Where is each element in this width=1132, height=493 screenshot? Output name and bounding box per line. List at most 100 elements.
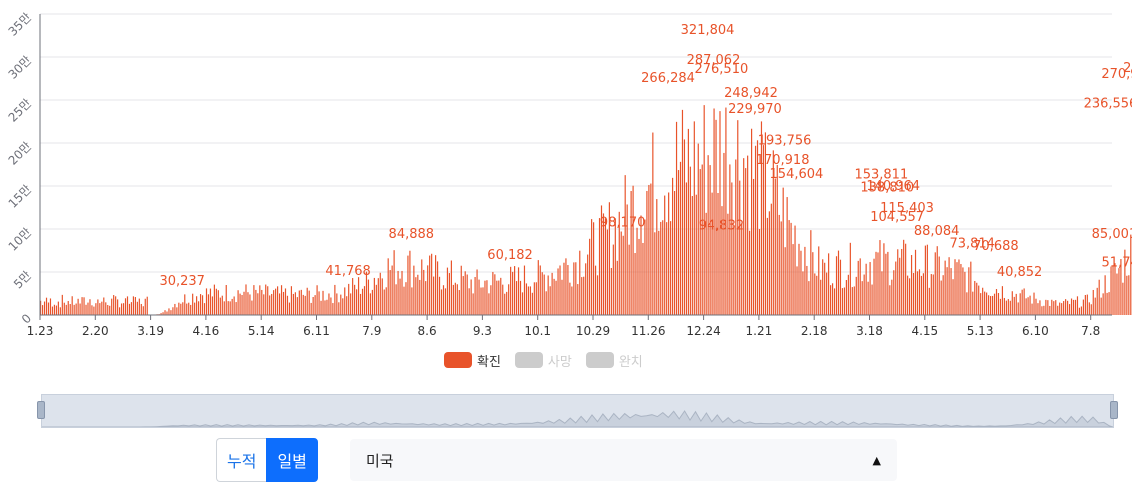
bar [180,303,182,315]
bar [875,251,877,315]
bar [1084,294,1086,315]
bar [504,293,506,315]
bar [1114,263,1116,315]
bar [1047,300,1049,315]
bar [219,297,221,315]
country-select-value: 미국 [366,451,394,470]
bar [879,240,881,315]
bar [670,221,672,315]
bar [608,202,610,315]
bar [689,166,691,315]
bar [594,265,597,315]
bar [1065,299,1067,315]
bar [727,213,729,315]
bar [828,253,830,315]
bar [662,220,664,315]
bar [1057,305,1059,315]
bar [282,291,285,315]
bar [739,180,741,315]
bar [196,296,198,315]
bar [541,272,543,315]
bar [83,297,85,315]
bar [557,268,559,315]
bar [510,266,512,315]
bar [476,269,478,315]
bar [259,285,261,315]
bar [419,279,421,315]
bar [249,294,251,315]
bar [869,262,871,315]
slider-handle-right[interactable] [1110,401,1118,419]
bar [782,187,784,315]
bar [934,252,936,315]
cumulative-button[interactable]: 누적 [216,438,267,482]
bar [709,165,711,315]
bar [812,252,814,315]
bar [462,276,464,315]
bar [551,272,553,315]
bar [810,230,812,315]
data-label: 104,557 [870,210,924,225]
bar [798,243,800,315]
bar [614,218,616,315]
bar [630,191,632,315]
bar [1126,275,1128,315]
bar [55,305,57,315]
bar [352,278,354,315]
bar [553,278,555,315]
bar [444,288,447,315]
bar [743,158,745,315]
bar [776,164,778,315]
bar [79,303,81,315]
bar [1033,292,1035,315]
data-label: 278,100 [1123,61,1132,76]
bar [721,206,723,315]
bar [1037,303,1039,315]
bar [764,132,767,315]
bar [263,294,265,315]
bar [543,274,545,315]
bar [792,244,794,315]
bar [871,284,873,315]
bar [940,280,942,315]
legend-item-recovered[interactable]: 완치 [585,350,643,370]
bar [182,302,184,315]
bar [932,274,934,315]
bar [41,305,44,315]
bar [136,301,138,315]
bar [640,215,642,315]
bar [184,294,186,315]
bar [770,203,772,315]
y-tick-label: 20만 [6,139,35,168]
bar [861,281,863,315]
x-tick-label: 3.19 [137,324,164,338]
legend-item-deaths[interactable]: 사망 [514,350,572,370]
bar [790,222,792,315]
bar [223,301,225,315]
bar [816,275,818,315]
bar [367,279,370,315]
bar [61,294,63,315]
bar [1124,249,1126,315]
bar [107,305,109,315]
bar [1100,297,1102,315]
bar [369,293,372,315]
slider-handle-left[interactable] [37,401,45,419]
country-select[interactable]: 미국 ▲ [350,439,897,481]
bar [824,262,826,315]
data-zoom-slider[interactable] [41,394,1114,428]
bar [320,300,322,315]
x-tick-label: 2.18 [801,324,828,338]
bar [936,246,938,315]
bar [705,212,707,315]
y-tick-label: 25만 [6,96,35,125]
bar [628,244,630,315]
bar [851,287,853,315]
legend-item-confirmed[interactable]: 확진 [444,350,501,370]
bar [830,285,832,315]
daily-button[interactable]: 일별 [266,438,318,482]
legend-swatch-confirmed [444,352,472,368]
bar [49,298,52,315]
data-label: 40,852 [997,265,1043,280]
